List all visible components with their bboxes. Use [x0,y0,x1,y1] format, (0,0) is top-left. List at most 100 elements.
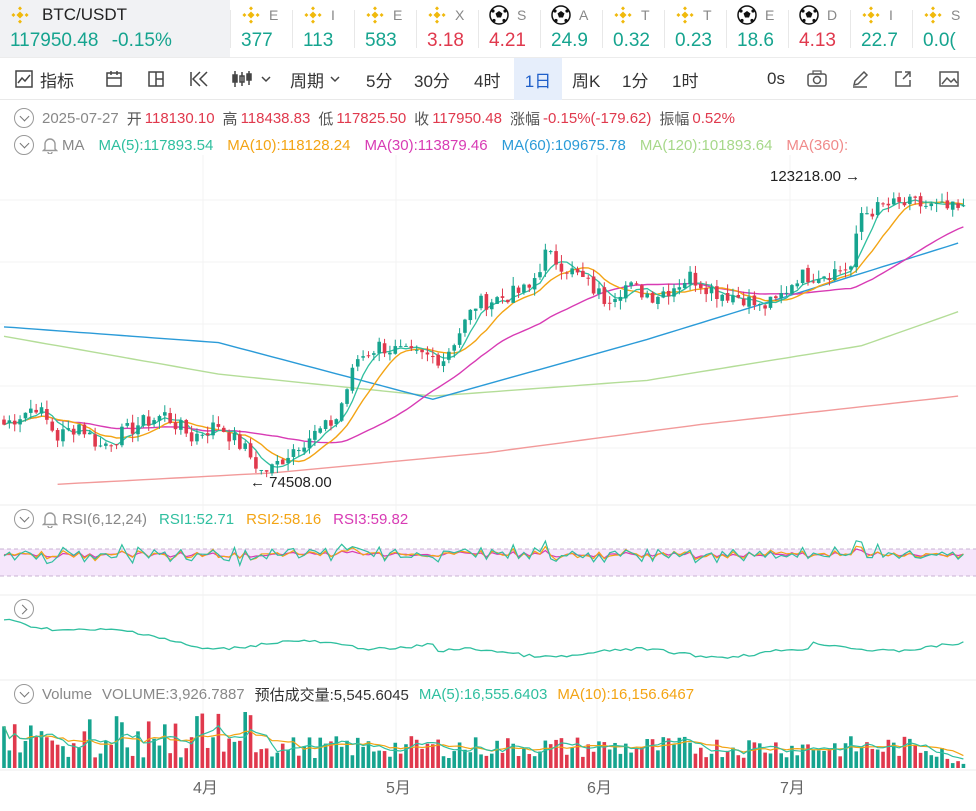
ticker-item[interactable]: S 4.21 [479,0,540,57]
volume-bar [623,743,628,768]
rsi-value: RSI1:52.71 [159,510,235,528]
interval-4h[interactable]: 4时 [474,58,500,100]
candle-body [404,345,408,347]
month-label-jul: 7月 [780,780,805,797]
ticker-item[interactable]: T 0.32 [603,0,664,57]
indicator-icon [15,70,33,88]
ticker-symbol: S [517,7,527,23]
candle-body [409,346,414,349]
candle-body [865,213,869,215]
volume-bar [7,750,12,768]
interval-1h[interactable]: 1时 [672,58,698,100]
rsi1-line [3,539,964,568]
interval-5m[interactable]: 5分 [366,58,392,100]
volume-bar [366,741,371,768]
volume-bar [259,749,264,768]
ticker-item[interactable]: A 24.9 [541,0,602,57]
ticker-item[interactable]: I 22.7 [851,0,912,57]
collapse-chevron-icon[interactable] [14,108,34,128]
binance-coin-icon [304,6,322,24]
ticker-item[interactable]: E 18.6 [727,0,788,57]
volume-bar [581,756,585,768]
candle-body [618,296,623,301]
candle-body [961,205,966,207]
ma-label: MA [62,136,85,154]
bell-icon[interactable] [42,136,58,154]
volume-bar [629,752,633,768]
ticker-main-btc[interactable]: BTC/USDT 117950.48 -0.15% [0,0,230,57]
candle-body [538,272,542,278]
ticker-item[interactable]: E 377 [231,0,292,57]
candle-body [205,433,210,436]
volume-bar [934,756,939,768]
indicator-button[interactable]: 指标 [14,58,74,100]
volume-bar [747,740,751,768]
ma5-line [3,199,964,468]
image-button[interactable] [938,58,960,100]
candle-body [591,276,596,294]
candle-body [463,319,467,333]
interval-week[interactable]: 周K [572,58,600,100]
ticker-item[interactable]: D 4.13 [789,0,850,57]
ticker-main-change: -0.15% [111,30,172,51]
volume-bar [120,722,124,768]
ma60-line [3,242,959,401]
ticker-item[interactable]: E 583 [355,0,416,57]
collapse-chevron-icon[interactable] [14,509,34,529]
interval-1min[interactable]: 1分 [622,58,648,100]
volume-bar [645,739,649,768]
ticker-item[interactable]: X 3.18 [417,0,478,57]
collapse-chevron-icon[interactable] [14,135,34,155]
ticker-item[interactable]: S 0.0( [913,0,974,57]
calendar-button[interactable] [104,58,124,100]
volume-bar [597,741,601,768]
popout-button[interactable] [893,58,913,100]
popout-icon [895,71,911,87]
ticker-separator [416,10,417,48]
candle-body [532,278,537,290]
ma10-line [3,201,964,463]
candle-body [629,282,633,286]
ticker-separator [726,10,727,48]
zero-s-button[interactable]: 0s [767,58,785,100]
chart-type-dropdown[interactable] [230,58,272,100]
candle-body [929,203,934,207]
draw-button[interactable] [850,58,870,100]
oscillator-line [3,618,964,659]
candle-body [152,420,156,424]
volume-bar [924,751,928,768]
amplitude-value: 0.52% [692,109,735,127]
replay-button[interactable] [188,58,210,100]
ticker-symbol: T [703,7,712,23]
candle-body [650,292,655,303]
volume-bar [109,744,113,768]
ticker-symbol: I [331,7,335,23]
period-dropdown[interactable]: 周期 [290,58,341,100]
volume-bar [270,756,274,768]
volume-bar [495,740,499,768]
soccer-ball-icon [737,5,757,25]
interval-1d[interactable]: 1日 [514,58,562,100]
screenshot-button[interactable] [806,58,828,100]
candle-body [607,302,612,304]
candle-body [934,202,939,204]
candle-body [431,356,435,358]
layout-button[interactable] [146,58,166,100]
bell-icon[interactable] [42,510,58,528]
interval-30m[interactable]: 30分 [414,58,450,100]
candle-body [881,203,885,205]
candle-body [18,419,22,425]
volume-bar [39,731,44,768]
ticker-item[interactable]: T 0.23 [665,0,726,57]
candle-body [452,345,457,351]
volume-bar [87,719,92,768]
interval-label: 5分 [366,71,393,91]
candle-body [548,251,553,253]
candle-body [425,352,430,355]
ticker-item[interactable]: I 113 [293,0,354,57]
expand-chevron-icon[interactable] [14,599,34,619]
collapse-chevron-icon[interactable] [14,684,34,704]
volume-bar [613,742,617,768]
period-label: 周期 [290,71,324,91]
